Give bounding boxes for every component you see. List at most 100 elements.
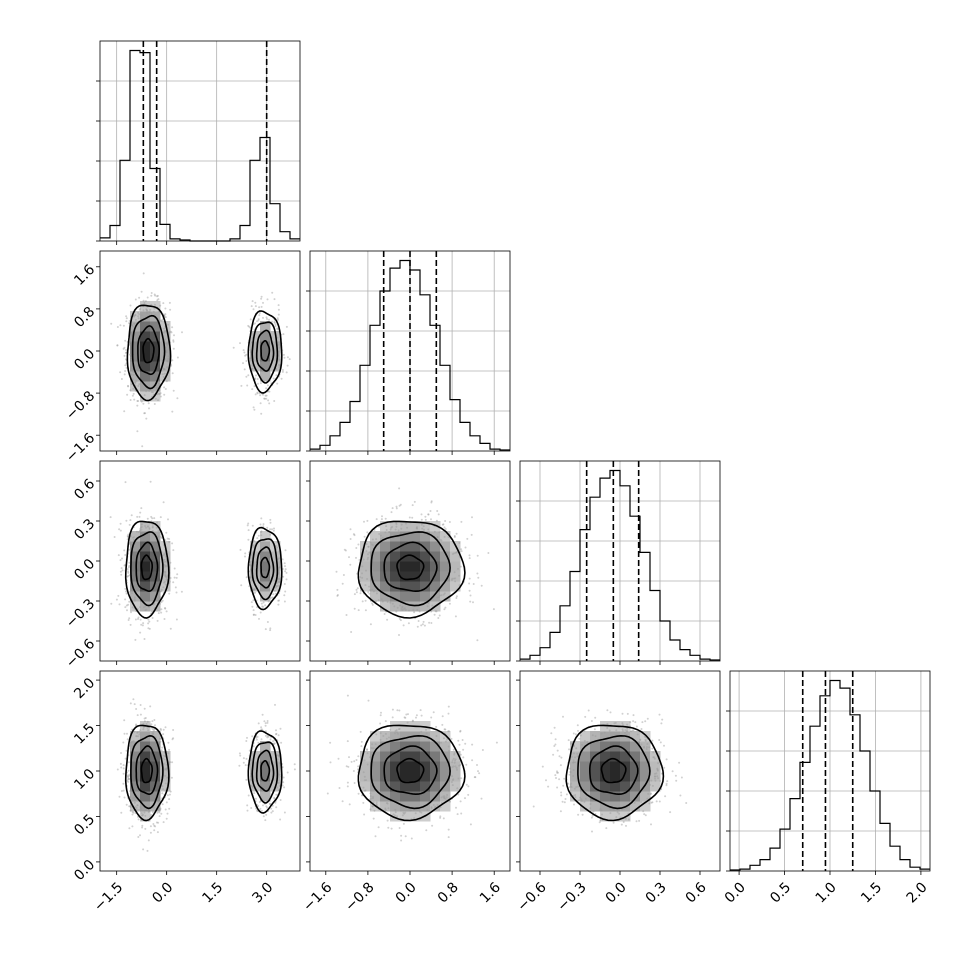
hist-panel-2 — [516, 460, 721, 665]
density-cell — [610, 761, 621, 772]
scatter-point — [148, 527, 151, 529]
scatter-point — [554, 774, 557, 777]
scatter-point — [140, 525, 143, 528]
scatter-point — [169, 330, 172, 333]
scatter-point — [129, 336, 132, 339]
density-cell — [160, 341, 171, 352]
scatter-point — [613, 722, 616, 725]
scatter-point — [447, 789, 450, 792]
scatter-point — [374, 743, 377, 746]
scatter-point — [247, 538, 250, 541]
scatter-point — [283, 583, 286, 585]
scatter-point — [275, 729, 277, 732]
scatter-point — [134, 314, 137, 317]
scatter-point — [646, 717, 649, 720]
scatter-point — [452, 765, 455, 768]
x-tick-label-2-1: −0.3 — [554, 879, 589, 914]
scatter-point — [131, 394, 134, 397]
density-cell — [620, 741, 631, 752]
density-cell — [380, 531, 391, 542]
scatter-point — [162, 368, 165, 371]
scatter-point — [153, 517, 156, 520]
density-cell — [160, 781, 171, 792]
scatter-point — [256, 391, 259, 394]
density-cell — [390, 801, 401, 812]
scatter-point — [665, 784, 668, 787]
scatter-point — [134, 298, 137, 301]
scatter-point — [444, 606, 447, 609]
scatter-point — [252, 599, 255, 602]
scatter-point — [605, 827, 608, 830]
scatter-point — [165, 610, 168, 613]
scatter-point — [619, 816, 622, 819]
scatter-point — [277, 581, 280, 584]
scatter-point — [164, 388, 167, 390]
scatter-point — [433, 613, 436, 616]
scatter-point — [642, 810, 645, 813]
scatter-point — [128, 591, 131, 593]
scatter-point — [143, 638, 146, 640]
scatter-point — [123, 354, 126, 357]
contour-3 — [565, 724, 665, 822]
scatter-point — [371, 603, 374, 606]
scatter-point — [273, 527, 275, 530]
scatter-point — [271, 528, 273, 531]
scatter-point — [174, 586, 177, 589]
scatter-point — [380, 537, 382, 540]
scatter-point — [420, 811, 423, 814]
scatter-point — [447, 745, 450, 748]
scatter-point — [279, 727, 282, 730]
scatter-point — [137, 618, 139, 620]
scatter-point — [460, 520, 463, 523]
scatter-point — [266, 720, 269, 722]
scatter-point — [138, 313, 141, 316]
scatter-point — [579, 796, 581, 799]
density-cell — [130, 311, 141, 322]
contour-2 — [370, 734, 451, 810]
scatter-point — [273, 589, 276, 592]
scatter-point — [439, 806, 442, 809]
density-cell — [130, 581, 141, 592]
density-cell — [630, 791, 641, 802]
scatter-point — [572, 761, 575, 764]
density-cell — [150, 581, 161, 592]
scatter-point — [245, 778, 248, 781]
scatter-point — [172, 339, 175, 342]
scatter-point — [276, 382, 279, 385]
scatter-point — [168, 807, 171, 810]
scatter-point — [405, 522, 407, 525]
scatter-point — [639, 738, 642, 741]
scatter-point — [348, 556, 350, 559]
scatter-point — [277, 571, 280, 574]
scatter-point — [120, 378, 123, 380]
contour-3 — [247, 730, 283, 814]
density-cell — [430, 751, 441, 762]
scatter-point — [159, 319, 162, 322]
density-cell — [370, 781, 381, 792]
scatter-point — [250, 560, 253, 563]
density-cell — [410, 811, 421, 822]
scatter-point — [329, 761, 332, 764]
scatter-point — [552, 753, 555, 756]
scatter-point — [457, 793, 460, 796]
scatter-point — [366, 748, 369, 751]
scatter-point — [122, 324, 125, 327]
scatter-point — [653, 757, 656, 760]
scatter-point — [572, 745, 575, 748]
density-cell — [140, 341, 151, 352]
scatter-point — [250, 601, 253, 604]
scatter-point — [131, 368, 134, 371]
scatter-point — [444, 728, 447, 731]
scatter-point — [458, 764, 461, 767]
scatter-point — [248, 563, 251, 566]
scatter-point — [249, 318, 252, 321]
scatter-point — [151, 732, 154, 735]
scatter-point — [416, 608, 419, 611]
scatter-point — [123, 564, 126, 567]
scatter-point — [274, 801, 277, 804]
scatter-point — [258, 314, 261, 317]
density-cell — [610, 811, 621, 822]
scatter-point — [541, 765, 544, 768]
scatter-point — [136, 731, 139, 734]
scatter-point — [159, 740, 162, 743]
